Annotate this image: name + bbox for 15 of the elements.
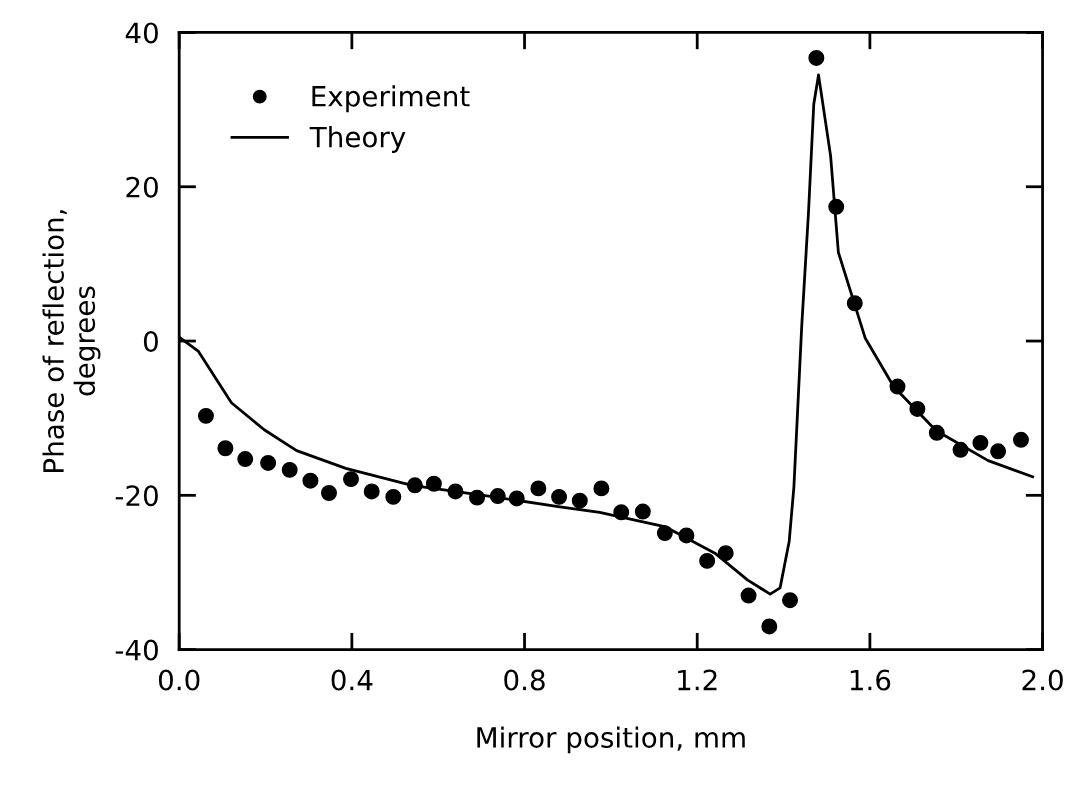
y-tick-label: 20 bbox=[126, 176, 158, 198]
y-tick-label: -20 bbox=[115, 485, 158, 507]
y-tick-label: 0 bbox=[143, 330, 158, 352]
x-tick-label: 1.2 bbox=[678, 669, 717, 691]
legend-label: Theory bbox=[309, 126, 406, 153]
x-axis-title: Mirror position, mm bbox=[477, 726, 745, 754]
x-tick-label: 0.0 bbox=[158, 669, 200, 691]
x-tick-label: 1.6 bbox=[850, 669, 891, 691]
x-tick-label: 0.4 bbox=[331, 669, 373, 691]
x-tick-label: 2.0 bbox=[1022, 669, 1063, 691]
y-tick-label: -40 bbox=[115, 639, 158, 661]
x-tick-label: 0.8 bbox=[504, 669, 545, 691]
y-tick-label: 40 bbox=[125, 22, 158, 44]
legend-label: Experiment bbox=[312, 85, 470, 113]
y-axis-title: Phase of reflection, degrees bbox=[42, 210, 101, 472]
